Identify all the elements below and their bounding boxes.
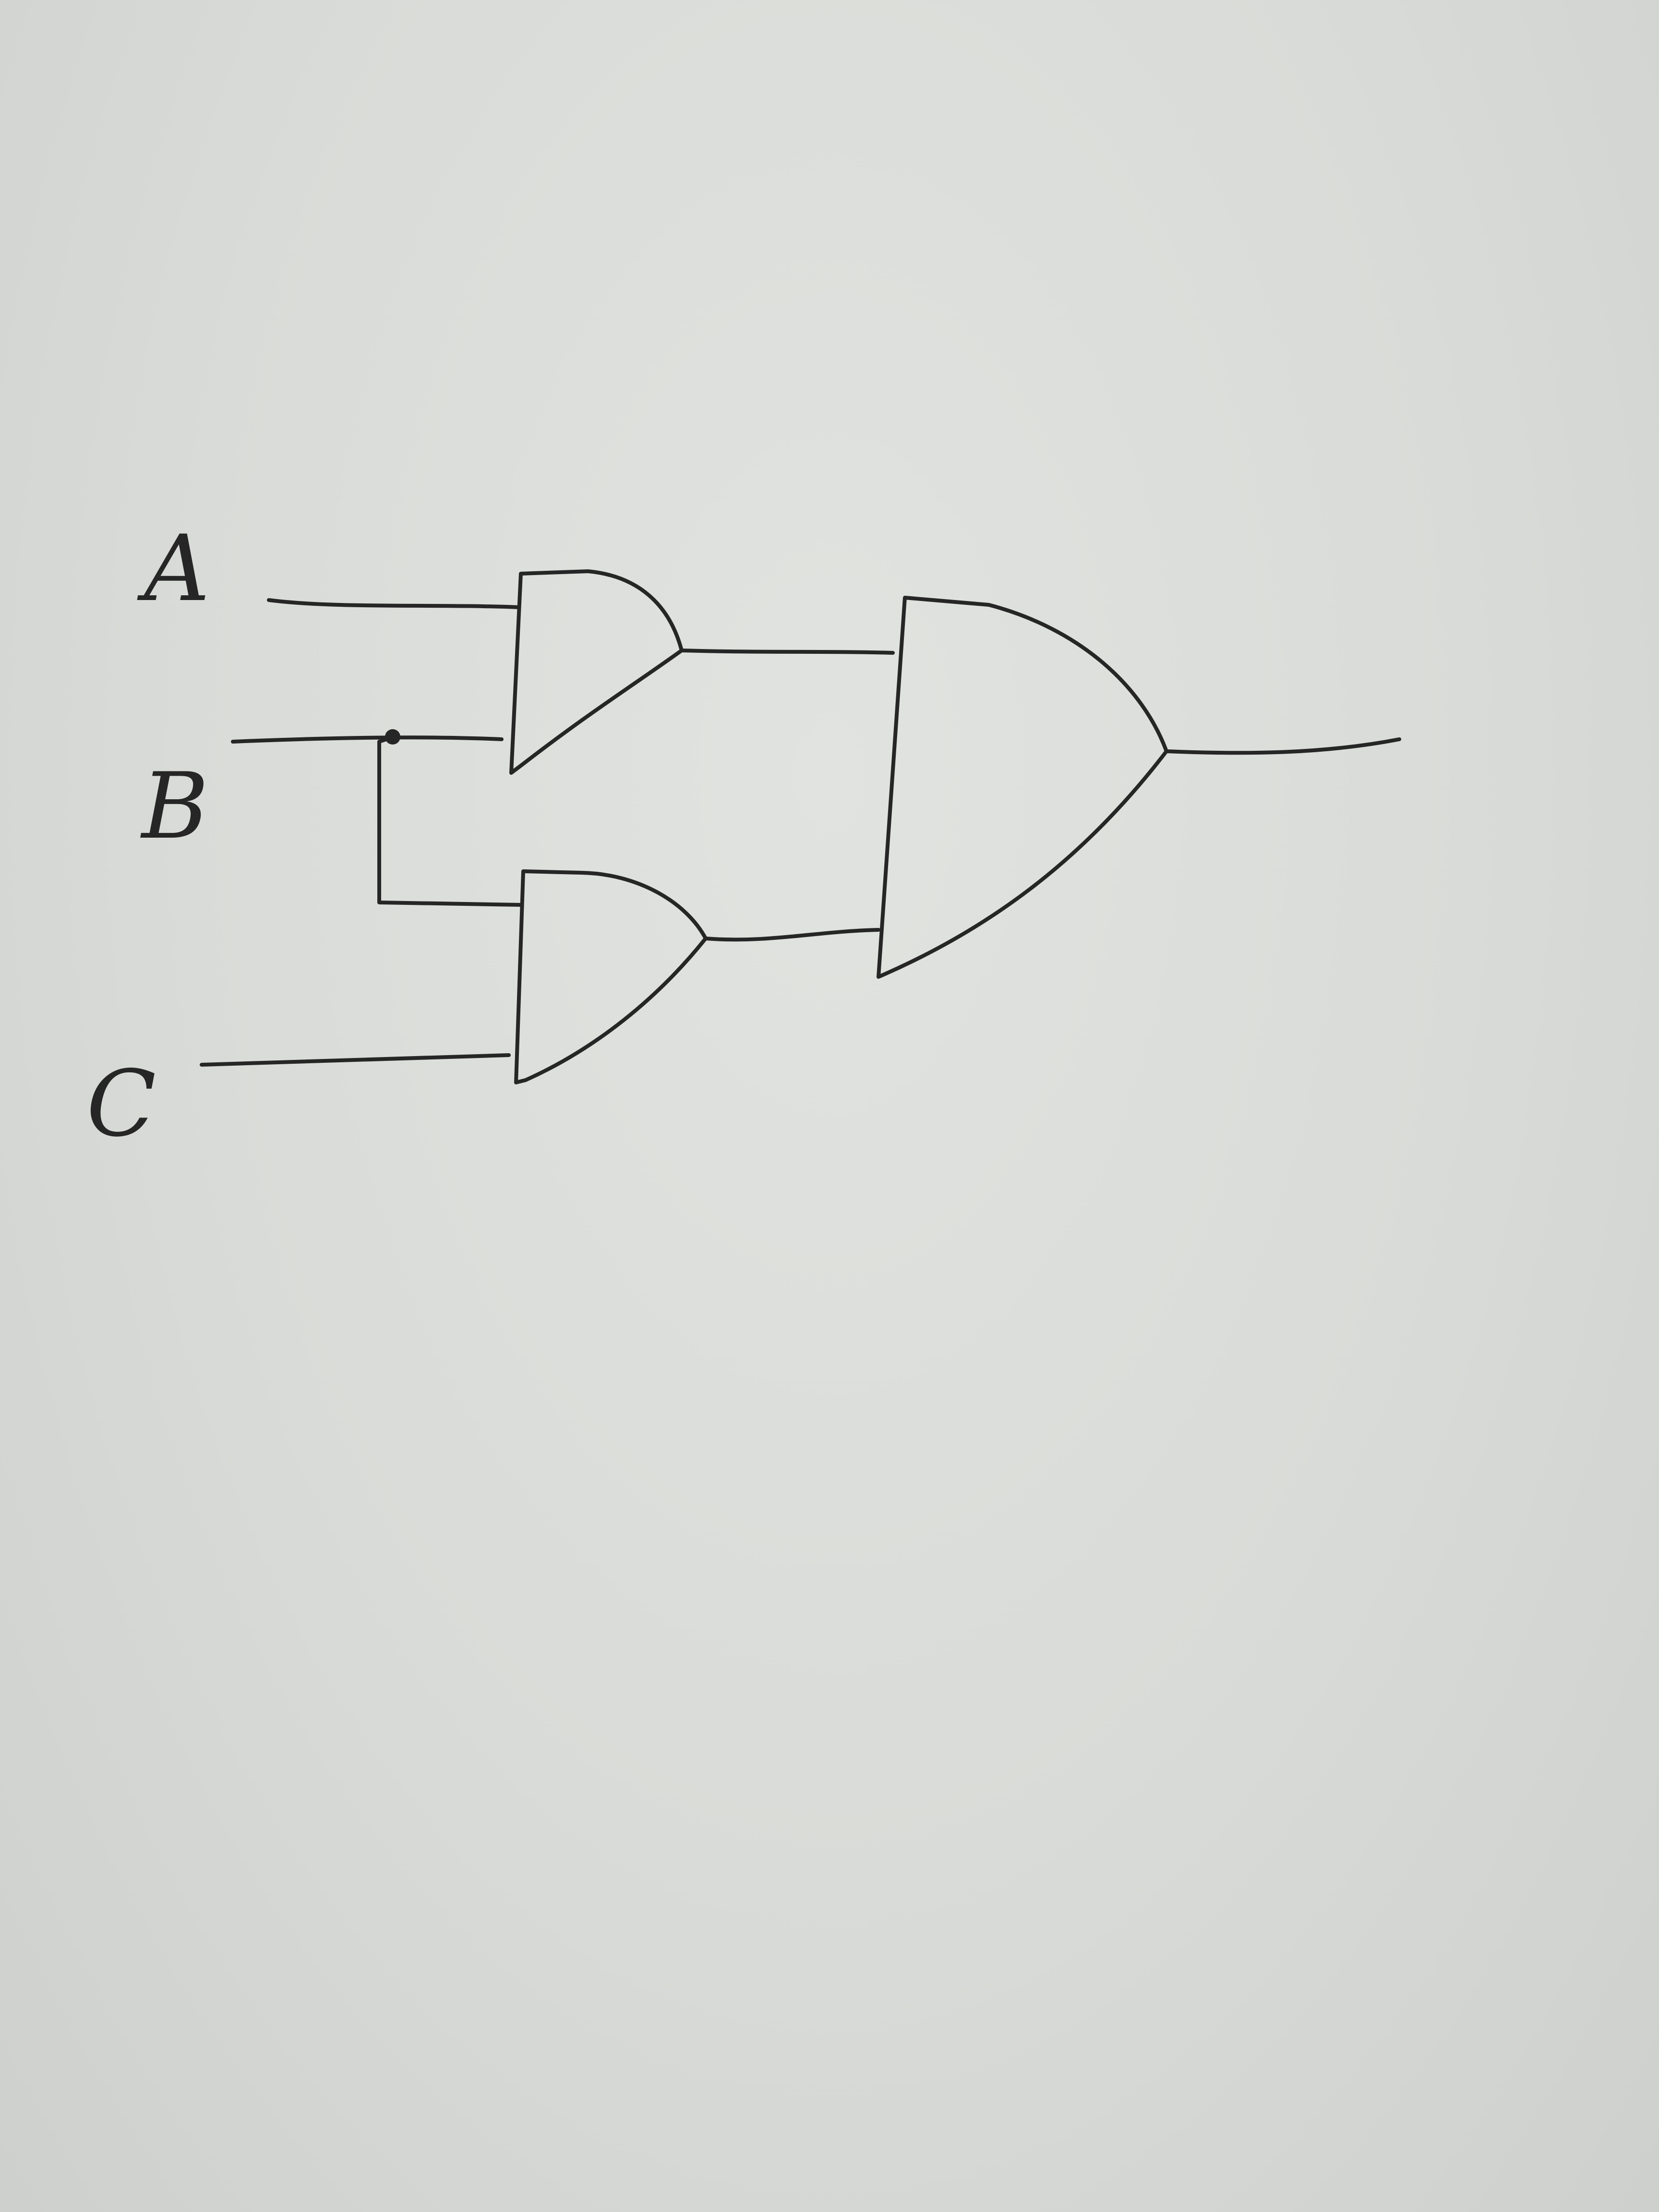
wire-junction-b [385, 729, 400, 745]
wire-input-c [200, 1053, 511, 1067]
and-gate-2 [514, 869, 708, 1084]
wire-input-a [267, 598, 520, 609]
input-label-c: C [86, 1051, 156, 1157]
and-gate-1 [509, 569, 684, 775]
wire-output [1165, 737, 1401, 755]
wire-b-branch [377, 735, 523, 907]
input-label-b: B [140, 753, 209, 859]
wire-gate-1-output [680, 649, 895, 655]
wire-gate-2-output [704, 928, 880, 942]
and-gate-3 [877, 596, 1168, 979]
wire-input-b [231, 735, 504, 744]
input-label-a: A [137, 516, 210, 622]
